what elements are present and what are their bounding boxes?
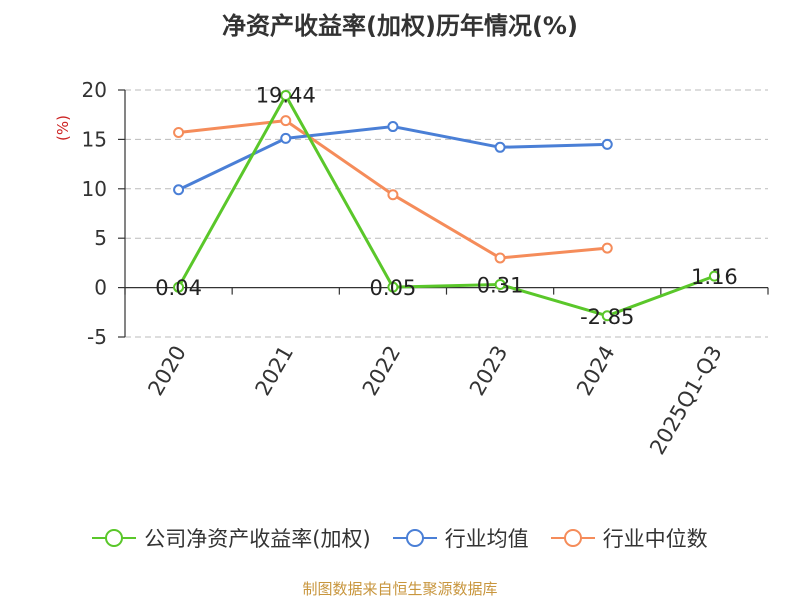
data-point-series-2[interactable]: [173, 126, 185, 138]
data-point-series-2[interactable]: [601, 242, 613, 254]
series-line-1: [177, 125, 608, 192]
legend-label-industry-mean: 行业均值: [444, 527, 529, 551]
data-label: 1.16: [691, 265, 738, 289]
data-point-series-2[interactable]: [280, 115, 292, 127]
series-layer: [173, 90, 720, 322]
x-tick-label: 2025Q1-Q3: [645, 342, 727, 459]
data-label: 0.05: [370, 276, 417, 300]
data-point-series-1[interactable]: [494, 141, 506, 153]
line-chart: -5 0 5 10 15 20 (%) 2020 2021 2022 2023 2024 2025Q1-…: [54, 78, 769, 459]
legend-marker-company: [92, 529, 137, 547]
data-point-series-0[interactable]: [494, 279, 506, 291]
data-label: -2.85: [580, 305, 634, 329]
chart-title: 净资产收益率(加权)历年情况(%): [222, 12, 578, 40]
legend-marker-industry-mean: [392, 529, 437, 547]
data-label: 0.31: [477, 274, 524, 298]
y-tick-label: 0: [94, 276, 107, 300]
data-point-series-1[interactable]: [280, 132, 292, 144]
y-tick-label: 5: [94, 226, 107, 250]
legend-marker-industry-median: [550, 529, 595, 547]
data-label: 19.44: [256, 84, 316, 108]
x-tick-label: 2021: [251, 342, 299, 400]
label-layer: 0.04 19.44 0.05 0.31 -2.85 1.16: [155, 84, 738, 329]
data-point-series-1[interactable]: [601, 138, 613, 150]
grid-layer: [125, 89, 768, 338]
legend: 公司净资产收益率(加权) 行业均值 行业中位数: [0, 520, 800, 556]
x-tick-label: 2024: [572, 342, 620, 400]
legend-item-industry-median[interactable]: 行业中位数: [550, 523, 708, 553]
y-tick-label: 20: [82, 78, 107, 102]
y-axis-label: (%): [54, 115, 72, 141]
x-tick-label: 2020: [143, 342, 191, 400]
legend-item-industry-mean[interactable]: 行业均值: [392, 523, 529, 553]
y-tick-label: 15: [82, 127, 107, 151]
y-tick-label: 10: [82, 177, 107, 201]
legend-label-company: 公司净资产收益率(加权): [144, 527, 371, 551]
data-point-series-0[interactable]: [280, 90, 292, 102]
data-source-note: 制图数据来自恒生聚源数据库: [302, 580, 498, 598]
x-tick-label: 2022: [358, 342, 406, 400]
data-point-series-1[interactable]: [173, 184, 185, 196]
x-tick-label: 2023: [465, 342, 513, 400]
axis-layer: -5 0 5 10 15 20 (%) 2020 2021 2022 2023 2024 2025Q1-…: [54, 78, 769, 459]
data-point-series-1[interactable]: [387, 121, 399, 133]
data-point-series-0[interactable]: [708, 270, 720, 282]
data-point-series-0[interactable]: [387, 281, 399, 293]
data-point-series-0[interactable]: [601, 310, 613, 322]
legend-label-industry-median: 行业中位数: [602, 527, 708, 551]
data-label: 0.04: [155, 276, 202, 300]
series-line-0: [177, 94, 715, 318]
legend-item-company[interactable]: 公司净资产收益率(加权): [92, 523, 371, 553]
data-point-series-0[interactable]: [173, 281, 185, 293]
data-point-series-2[interactable]: [494, 252, 506, 264]
y-tick-label: -5: [87, 325, 107, 349]
data-point-series-2[interactable]: [387, 189, 399, 201]
